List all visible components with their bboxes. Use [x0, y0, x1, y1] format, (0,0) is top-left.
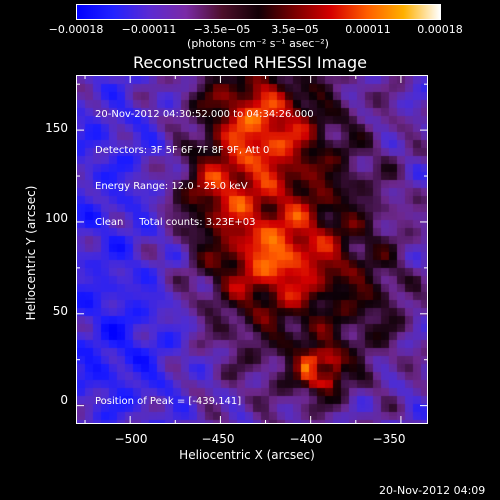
- y-tick-label-0: 0: [60, 393, 68, 407]
- colorbar-units: (photons cm⁻² s⁻¹ asec⁻²): [187, 37, 329, 50]
- x-tick-label-minus-450: −450: [201, 432, 235, 446]
- peak-position-text: Position of Peak = [-439,141]: [95, 396, 242, 407]
- clean-counts-text: Clean Total counts: 3.23E+03: [95, 217, 256, 228]
- rhessi-heatmap: [77, 76, 427, 423]
- y-axis-label: Heliocentric Y (arcsec): [24, 185, 38, 321]
- image-panel: 20-Nov-2012 04:30:52.000 to 04:34:26.000…: [76, 75, 428, 424]
- x-tick-label-minus-400: −400: [289, 432, 323, 446]
- energy-range-text: Energy Range: 12.0 - 25.0 keV: [95, 181, 248, 192]
- colorbar: [76, 4, 441, 20]
- colorbar-tick-label-4: 0.00011: [345, 23, 391, 36]
- image-info-text: 20-Nov-2012 04:30:52.000 to 04:34:26.000…: [95, 85, 314, 253]
- x-tick-label-minus-500: −500: [114, 432, 148, 446]
- y-tick-label-100: 100: [45, 211, 68, 225]
- detectors-text: Detectors: 3F 5F 6F 7F 8F 9F, Att 0: [95, 145, 270, 156]
- x-axis-label: Heliocentric X (arcsec): [179, 448, 315, 462]
- y-tick-label-150: 150: [45, 121, 68, 135]
- colorbar-tick-label-5: 0.00018: [417, 23, 463, 36]
- chart-title: Reconstructed RHESSI Image: [133, 53, 367, 72]
- colorbar-tick-label-1: −0.00011: [121, 23, 177, 36]
- y-tick-label-50: 50: [52, 304, 68, 318]
- x-tick-label-minus-350: −350: [372, 432, 406, 446]
- colorbar-tick-label-0: −0.00018: [48, 23, 104, 36]
- colorbar-tick-label-2: −3.5e−05: [193, 23, 251, 36]
- time-range-text: 20-Nov-2012 04:30:52.000 to 04:34:26.000: [95, 109, 314, 120]
- colorbar-tick-label-3: 3.5e−05: [271, 23, 319, 36]
- footer-date: 20-Nov-2012 04:09: [379, 484, 486, 497]
